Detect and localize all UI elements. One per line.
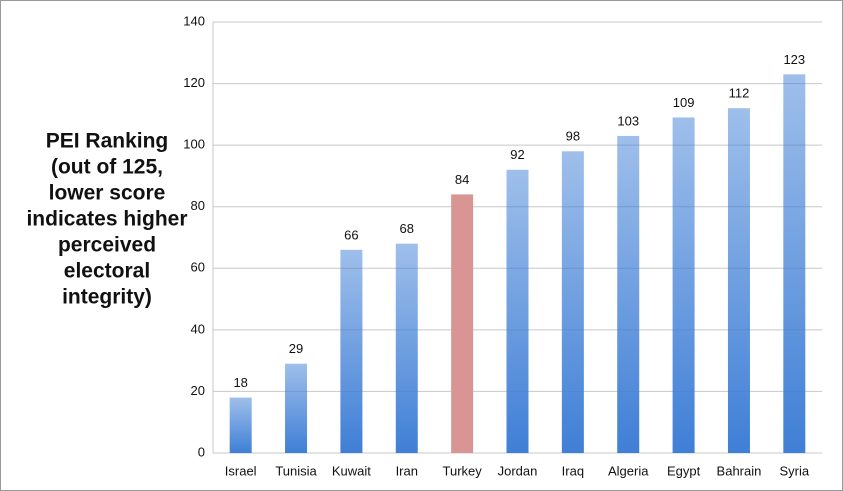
y-tick-label: 100 — [183, 137, 205, 152]
bar — [451, 194, 474, 453]
y-axis-label: integrity) — [62, 286, 152, 309]
y-axis-label: (out of 125, — [51, 156, 163, 179]
value-label: 103 — [617, 113, 639, 128]
y-axis-label: lower score — [49, 182, 166, 205]
bar — [506, 169, 529, 453]
x-tick-label: Jordan — [498, 463, 538, 478]
y-tick-label: 20 — [191, 383, 205, 398]
value-label: 29 — [289, 341, 303, 356]
x-tick-label: Kuwait — [332, 463, 371, 478]
bar — [229, 397, 252, 453]
value-label: 84 — [455, 172, 469, 187]
y-tick-label: 60 — [191, 260, 205, 275]
bar — [340, 249, 363, 453]
y-axis-label: electoral — [64, 260, 150, 283]
x-tick-label: Egypt — [667, 463, 701, 478]
x-tick-label: Syria — [780, 463, 810, 478]
bar — [617, 135, 640, 453]
value-label: 68 — [400, 221, 414, 236]
y-tick-label: 140 — [183, 13, 205, 28]
bar — [783, 74, 806, 453]
value-label: 123 — [783, 52, 805, 67]
bar — [727, 108, 750, 453]
value-label: 18 — [233, 375, 247, 390]
y-axis-label: perceived — [58, 234, 156, 257]
value-label: 109 — [673, 95, 695, 110]
y-tick-label: 120 — [183, 75, 205, 90]
value-label: 112 — [729, 86, 750, 101]
x-tick-label: Tunisia — [275, 463, 317, 478]
x-tick-label: Iran — [396, 463, 418, 478]
x-tick-label: Turkey — [443, 463, 483, 478]
x-tick-label: Bahrain — [717, 463, 762, 478]
bar — [395, 243, 418, 453]
bar — [285, 363, 308, 453]
bar — [672, 117, 695, 453]
bar — [561, 151, 584, 454]
y-tick-label: 0 — [198, 444, 205, 459]
y-tick-label: 40 — [191, 321, 205, 336]
value-label: 66 — [344, 227, 358, 242]
x-tick-label: Iraq — [562, 463, 584, 478]
x-tick-label: Algeria — [608, 463, 649, 478]
x-tick-label: Israel — [225, 463, 257, 478]
y-axis-label: indicates higher — [26, 208, 187, 231]
y-tick-label: 80 — [191, 198, 205, 213]
value-label: 98 — [566, 129, 580, 144]
y-axis-label: PEI Ranking — [46, 130, 169, 153]
value-label: 92 — [510, 147, 524, 162]
